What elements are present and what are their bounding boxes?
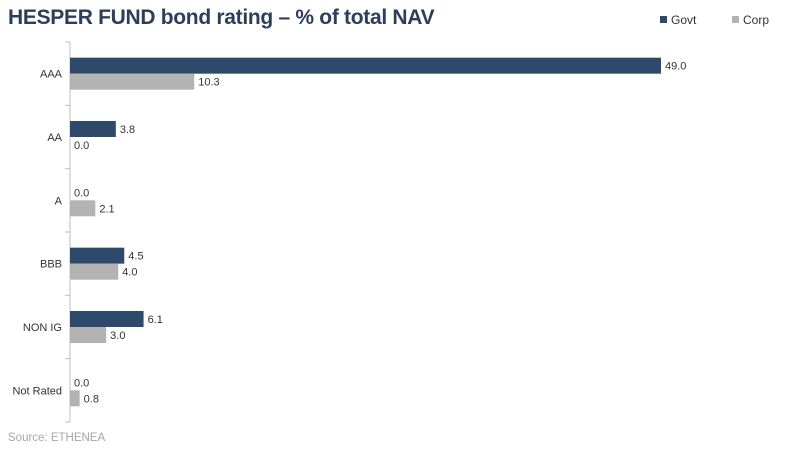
category-label-bbb: BBB [40,259,62,271]
value-label-corp-bbb: 4.0 [122,267,137,279]
bar-corp-aaa [70,73,195,90]
legend-item-govt: Govt [660,13,696,27]
legend-swatch-corp [732,16,739,23]
value-label-corp-not-rated: 0.8 [84,393,99,405]
value-label-govt-a: 0.0 [74,187,89,199]
chart-title: HESPER FUND bond rating – % of total NAV [8,6,435,29]
bar-govt-aaa [70,57,661,74]
category-label-aaa: AAA [40,69,63,81]
value-label-govt-not-rated: 0.0 [74,377,89,389]
category-label-not-rated: Not Rated [12,385,62,397]
source-note: Source: ETHENEA [8,432,106,444]
bar-govt-non-ig [70,311,144,327]
value-label-govt-bbb: 4.5 [128,251,143,263]
bar-corp-non-ig [70,327,107,343]
value-label-corp-non-ig: 3.0 [110,330,125,342]
legend-label-corp: Corp [743,13,770,27]
bar-corp-not-rated [70,390,80,407]
value-label-corp-a: 2.1 [99,203,114,215]
value-label-govt-aa: 3.8 [120,124,135,136]
bar-govt-aa [70,121,116,137]
legend-swatch-govt [660,16,667,23]
legend-item-corp: Corp [732,13,769,27]
value-label-corp-aa: 0.0 [74,140,89,152]
legend-label-govt: Govt [671,13,697,27]
bar-govt-bbb [70,247,125,264]
category-label-a: A [55,195,63,207]
bar-corp-bbb [70,263,119,280]
value-label-govt-aaa: 49.0 [665,61,686,73]
category-label-non-ig: NON IG [23,322,62,334]
value-label-govt-non-ig: 6.1 [148,314,163,326]
value-label-corp-aaa: 10.3 [198,77,219,89]
bar-corp-a [70,200,96,217]
category-label-aa: AA [47,132,62,144]
